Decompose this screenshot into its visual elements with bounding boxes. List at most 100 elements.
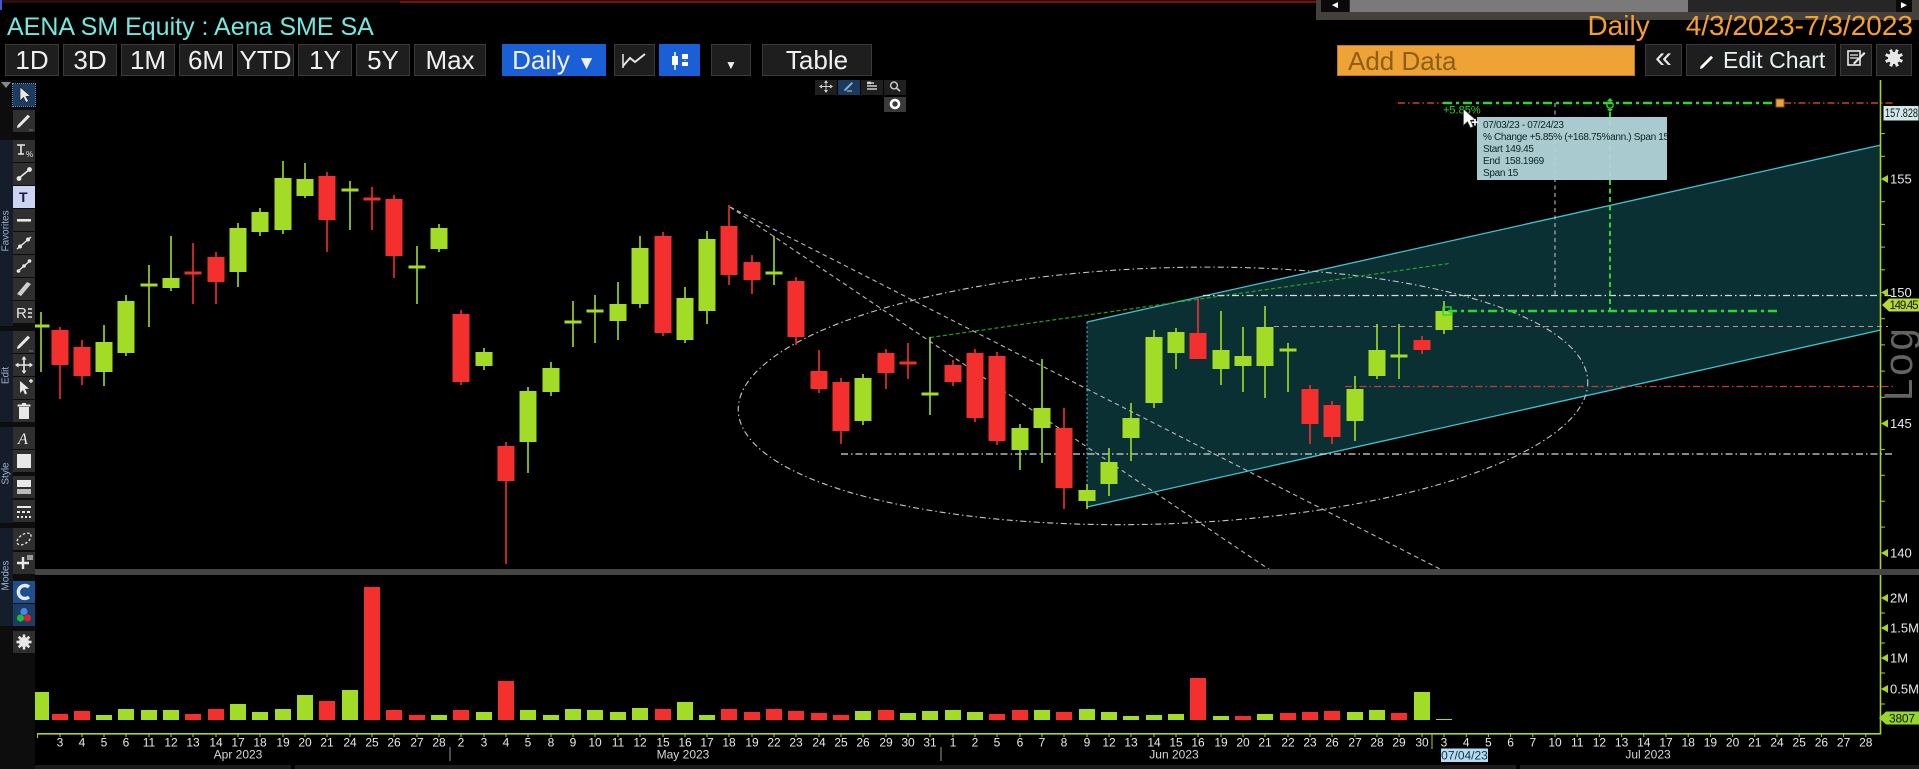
- svg-text:1.5M: 1.5M: [1890, 621, 1919, 636]
- svg-text:%: %: [26, 150, 33, 159]
- svg-text:25: 25: [834, 736, 848, 750]
- svg-text:22: 22: [1281, 736, 1295, 750]
- svg-text:3: 3: [481, 736, 488, 750]
- svg-text:20: 20: [298, 736, 312, 750]
- svg-text:26: 26: [387, 736, 401, 750]
- svg-text:5: 5: [101, 736, 108, 750]
- svg-text:30: 30: [1415, 736, 1429, 750]
- svg-text:24: 24: [812, 736, 826, 750]
- svg-text:21: 21: [1258, 736, 1272, 750]
- svg-text:12: 12: [1102, 736, 1116, 750]
- svg-text:25: 25: [1793, 736, 1807, 750]
- svg-text:20: 20: [1236, 736, 1250, 750]
- svg-text:9: 9: [1084, 736, 1091, 750]
- svg-text:17: 17: [700, 736, 714, 750]
- svg-text:12: 12: [164, 736, 178, 750]
- svg-text:23: 23: [1303, 736, 1317, 750]
- svg-text:11: 11: [143, 736, 156, 750]
- svg-text:7: 7: [1529, 736, 1536, 750]
- svg-text:0.5M: 0.5M: [1890, 682, 1919, 697]
- svg-text:17: 17: [231, 736, 245, 750]
- svg-text:6: 6: [1507, 736, 1514, 750]
- svg-text:Jul 2023: Jul 2023: [1625, 748, 1671, 762]
- svg-text:28: 28: [1370, 736, 1384, 750]
- svg-text:R: R: [16, 305, 27, 322]
- svg-text:Apr 2023: Apr 2023: [214, 748, 263, 762]
- svg-text:1M: 1M: [1890, 651, 1908, 666]
- svg-text:18: 18: [253, 736, 267, 750]
- svg-text:22: 22: [767, 736, 781, 750]
- svg-text:19: 19: [1704, 736, 1718, 750]
- svg-text:25: 25: [365, 736, 379, 750]
- svg-text:29: 29: [1392, 736, 1406, 750]
- svg-text:19: 19: [745, 736, 759, 750]
- svg-text:13: 13: [1615, 736, 1629, 750]
- svg-text:17: 17: [1659, 736, 1673, 750]
- svg-text:+5.85%: +5.85%: [1443, 105, 1481, 117]
- svg-text:27: 27: [410, 736, 424, 750]
- svg-text:14: 14: [1637, 736, 1651, 750]
- svg-text:7: 7: [1039, 736, 1046, 750]
- svg-text:11: 11: [612, 736, 625, 750]
- svg-text:1: 1: [950, 736, 957, 750]
- svg-text:26: 26: [1815, 736, 1829, 750]
- svg-text:8: 8: [548, 736, 555, 750]
- svg-text:20: 20: [1726, 736, 1740, 750]
- svg-text:3807: 3807: [1889, 712, 1915, 726]
- svg-text:24: 24: [1770, 736, 1784, 750]
- svg-text:31: 31: [923, 736, 937, 750]
- svg-text:6: 6: [123, 736, 130, 750]
- svg-text:4: 4: [503, 736, 510, 750]
- svg-text:24: 24: [343, 736, 357, 750]
- svg-text:8: 8: [1061, 736, 1068, 750]
- svg-text:5: 5: [1485, 736, 1492, 750]
- svg-text:19: 19: [276, 736, 290, 750]
- svg-text:Log: Log: [1877, 325, 1919, 401]
- svg-text:21: 21: [320, 736, 334, 750]
- svg-text:Jun 2023: Jun 2023: [1149, 748, 1199, 762]
- svg-text:5: 5: [994, 736, 1001, 750]
- svg-text:4: 4: [1463, 736, 1470, 750]
- svg-text:2: 2: [972, 736, 979, 750]
- svg-text:145: 145: [1890, 416, 1912, 431]
- svg-text:28: 28: [432, 736, 446, 750]
- svg-text:15: 15: [1169, 736, 1183, 750]
- svg-text:10: 10: [1548, 736, 1562, 750]
- svg-text:30: 30: [901, 736, 915, 750]
- svg-text:3: 3: [57, 736, 64, 750]
- svg-text:149.45: 149.45: [1890, 300, 1919, 312]
- svg-text:18: 18: [722, 736, 736, 750]
- svg-text:9: 9: [570, 736, 577, 750]
- svg-text:27: 27: [1837, 736, 1851, 750]
- svg-text:23: 23: [789, 736, 803, 750]
- svg-text:21: 21: [1748, 736, 1762, 750]
- svg-text:29: 29: [879, 736, 893, 750]
- svg-text:12: 12: [1593, 736, 1607, 750]
- svg-text:6: 6: [1017, 736, 1024, 750]
- svg-text:28: 28: [1859, 736, 1873, 750]
- svg-text:2: 2: [458, 736, 465, 750]
- svg-text:T: T: [19, 189, 28, 205]
- svg-text:16: 16: [678, 736, 692, 750]
- svg-text:12: 12: [633, 736, 647, 750]
- svg-text:07/04/23: 07/04/23: [1441, 749, 1488, 763]
- svg-text:14: 14: [209, 736, 223, 750]
- svg-text:155: 155: [1890, 172, 1912, 187]
- svg-text:14: 14: [1147, 736, 1161, 750]
- svg-text:19: 19: [1214, 736, 1228, 750]
- svg-text:May 2023: May 2023: [657, 748, 710, 762]
- svg-text:5: 5: [525, 736, 532, 750]
- svg-text:18: 18: [1682, 736, 1696, 750]
- svg-text:10: 10: [588, 736, 602, 750]
- svg-text:13: 13: [1124, 736, 1138, 750]
- svg-text:11: 11: [1571, 736, 1584, 750]
- svg-text:26: 26: [1325, 736, 1339, 750]
- svg-text:140: 140: [1890, 546, 1912, 561]
- svg-text:26: 26: [856, 736, 870, 750]
- svg-text:A: A: [17, 431, 28, 448]
- svg-text:15: 15: [656, 736, 670, 750]
- svg-text:13: 13: [186, 736, 200, 750]
- svg-text:16: 16: [1191, 736, 1205, 750]
- svg-text:150: 150: [1890, 285, 1912, 300]
- svg-text:2M: 2M: [1890, 591, 1908, 606]
